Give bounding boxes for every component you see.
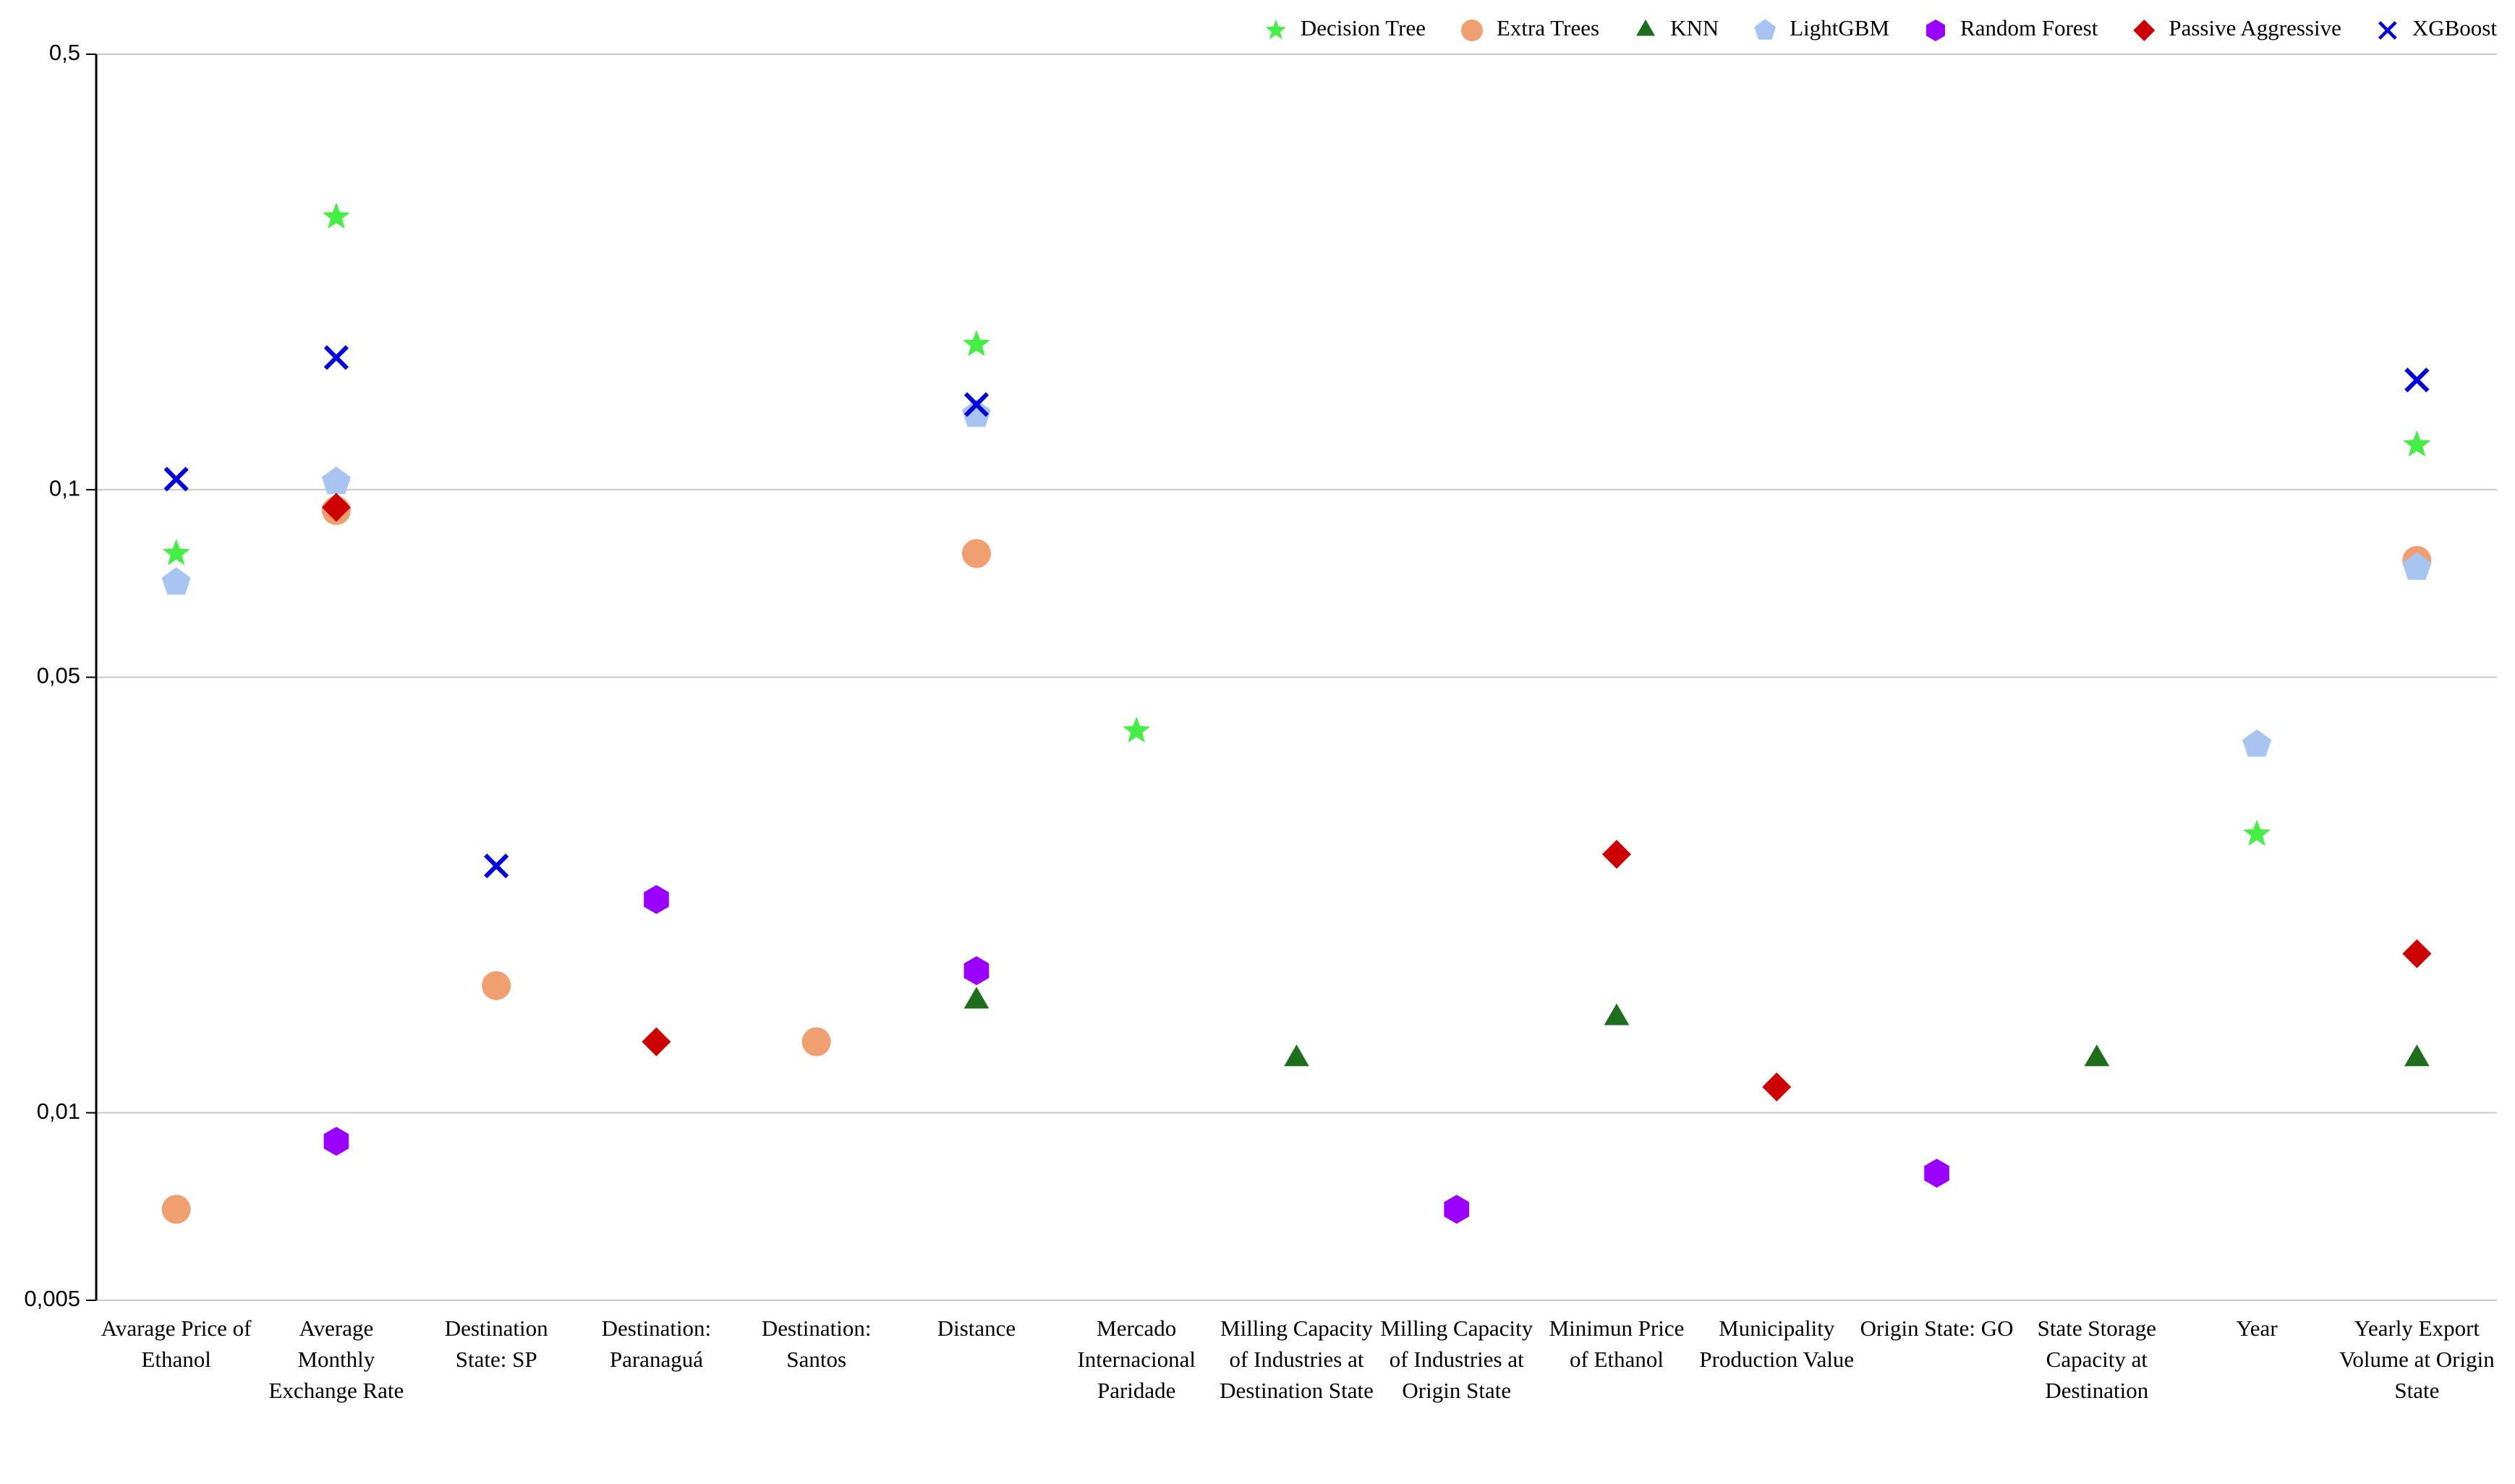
legend-marker [2378,21,2397,40]
point [2403,430,2431,457]
x-tick-label: Minimun Price of Ethanol [1549,1315,1685,1372]
point [1762,1073,1792,1101]
point [161,567,191,595]
point [482,971,511,1000]
point [961,539,991,568]
point [962,399,991,427]
legend-label: XGBoost [2412,15,2498,40]
x-tick-label: Mercado Internacional Paridade [1077,1315,1196,1403]
point [644,884,669,914]
legend-label: KNN [1670,15,1719,40]
x-tick-label: Municipality Production Value [1699,1315,1855,1372]
x-tick-label: State Storage Capacity at Destination [2037,1315,2157,1403]
y-tick-label: 0,05 [37,663,80,688]
point [161,1195,191,1224]
x-tick-label: Destination: Santos [761,1315,872,1372]
x-tick-label: Milling Capacity of Industries at Origin… [1380,1315,1533,1403]
point [2084,1044,2110,1067]
y-tick-label: 0,01 [37,1099,80,1124]
legend-marker [2133,20,2156,41]
legend-marker [1460,20,1483,41]
point [2242,729,2272,757]
point [962,330,990,357]
point [321,492,351,522]
legend: Decision Tree Extra Trees KNN LightGBM Rando… [1265,15,2498,41]
y-tick-label: 0,5 [49,40,80,65]
point [801,1027,831,1057]
point [484,853,509,879]
point [1284,1044,1309,1067]
legend-marker [1636,20,1656,36]
point [163,466,189,492]
legend-marker [1926,20,1945,41]
point [1604,1003,1630,1025]
y-tick-label: 0,1 [49,475,80,500]
x-tick-label: Destination State: SP [444,1315,548,1372]
point [2243,819,2271,846]
point [2402,552,2432,580]
point [321,466,351,495]
point [1924,1159,1949,1188]
x-tick-label: Distance [937,1315,1016,1341]
legend-label: LightGBM [1790,15,1889,40]
x-tick-label: Avarage Price of Ethanol [101,1315,252,1372]
point [323,1127,349,1156]
legend-label: Decision Tree [1301,15,1426,40]
x-tick-label: Milling Capacity of Industries at Destin… [1220,1315,1374,1403]
point [2404,1044,2430,1067]
point [963,956,990,986]
x-tick-label: Origin State: GO [1860,1315,2014,1341]
point [2402,939,2432,968]
point [162,539,190,566]
point [1602,840,1631,869]
legend-marker [1754,19,1776,40]
point [2404,367,2430,393]
x-tick-label: Average Monthly Exchange Rate [268,1315,404,1403]
legend-marker [1265,20,1287,40]
legend-label: Random Forest [1960,15,2098,40]
legend-label: Extra Trees [1497,15,1599,40]
point [322,202,350,229]
point [963,986,990,1009]
point [1444,1195,1470,1224]
point [323,345,349,370]
point [1123,716,1151,743]
x-tick-label: Destination: Paranaguá [601,1315,712,1372]
x-tick-label: Yearly Export Volume at Origin State [2339,1315,2495,1403]
legend-label: Passive Aggressive [2169,15,2341,40]
point [963,392,990,417]
x-tick-label: Year [2236,1315,2278,1341]
point [642,1027,671,1057]
y-tick-label: 0,005 [24,1286,80,1311]
